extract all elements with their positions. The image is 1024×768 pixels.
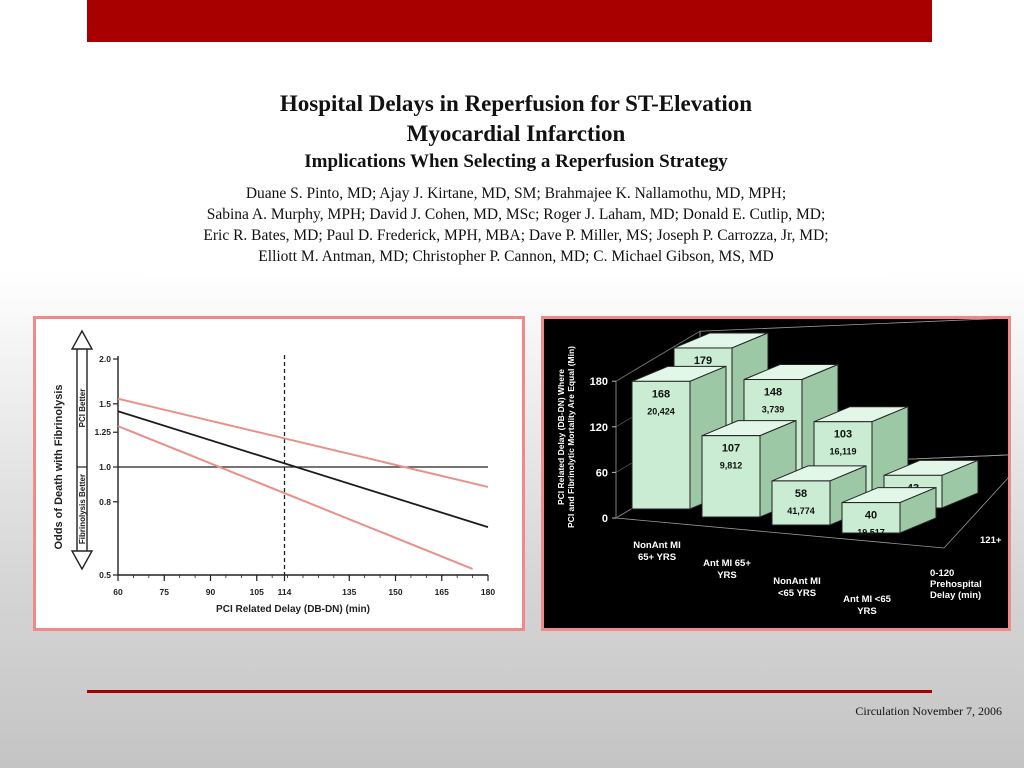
- depth-label: Prehospital: [930, 579, 982, 590]
- bar-value-label: 168: [652, 388, 670, 400]
- y-tick-label: 0.5: [99, 570, 111, 580]
- y-axis-label-line1: PCI Related Delay (DB-DN) Where: [556, 369, 566, 505]
- article-title-line1: Hospital Delays in Reperfusion for ST-El…: [279, 91, 753, 116]
- arrow-label-fibrinolysis-better: Fibrinolysis Better: [78, 474, 87, 544]
- x-tick-label: 114: [278, 587, 292, 597]
- y-tick-label: 1.0: [99, 462, 111, 472]
- category-label: Ant MI <65: [843, 594, 891, 605]
- depth-label: 0-120: [930, 568, 954, 579]
- bar3d-chart-panel: 0 60 120 180 PCI Related Delay (DB-DN) Where…: [541, 316, 1011, 631]
- bar-3d: 40 19,517: [841, 486, 937, 538]
- bar-value-label: 103: [834, 429, 852, 441]
- y-tick-label: 0: [602, 513, 608, 525]
- y-tick-label: 120: [590, 422, 608, 434]
- category-label: <65 YRS: [778, 588, 816, 599]
- bar-value-label: 107: [722, 443, 740, 455]
- bar-n-label: 16,119: [829, 447, 856, 457]
- bar-value-label: 58: [795, 488, 807, 500]
- bar-value-label: 40: [865, 510, 877, 522]
- y-tick-label: 2.0: [99, 354, 111, 364]
- category-label: YRS: [717, 570, 737, 581]
- y-tick-label: 60: [596, 467, 608, 479]
- equipoise-delay-bar-chart: 0 60 120 180 PCI Related Delay (DB-DN) Where…: [556, 319, 1008, 617]
- series-line-lower-ci: [117, 425, 473, 570]
- category-label: NonAnt MI: [633, 540, 681, 551]
- x-tick-label: 135: [342, 587, 356, 597]
- y-tick-label: 180: [590, 376, 608, 388]
- x-tick-label: 165: [435, 587, 449, 597]
- x-tick-label: 150: [388, 587, 402, 597]
- bar-front-face: [631, 380, 691, 510]
- bar-front-face: [841, 502, 901, 534]
- bar-n-label: 3,739: [762, 405, 785, 415]
- y-tick-label: 1.25: [94, 427, 111, 437]
- bar-n-label: 19,517: [857, 528, 885, 538]
- article-title-block: Hospital Delays in Reperfusion for ST-El…: [142, 78, 890, 278]
- author-line: Duane S. Pinto, MD; Ajay J. Kirtane, MD,…: [245, 185, 787, 202]
- bar-n-label: 9,812: [720, 461, 743, 471]
- y-gridline: [615, 330, 701, 382]
- article-title-line2: Myocardial Infarction: [406, 121, 626, 146]
- citation: Circulation November 7, 2006: [855, 704, 1002, 718]
- category-label: NonAnt MI: [773, 576, 821, 587]
- top-accent-bar: [87, 0, 932, 42]
- category-label: 65+ YRS: [638, 552, 676, 563]
- bottom-accent-rule: [87, 690, 932, 693]
- bar-front-face: [701, 435, 761, 518]
- down-arrow-head: [70, 550, 94, 571]
- bar-n-label: 20,424: [647, 406, 675, 416]
- y-tick-label: 1.5: [99, 399, 111, 409]
- depth-label: Delay (min): [930, 590, 981, 601]
- x-tick-label: 75: [160, 587, 170, 597]
- bar-value-label: 148: [764, 387, 782, 399]
- arrow-label-pci-better: PCI Better: [78, 389, 87, 428]
- up-arrow-head: [70, 329, 94, 350]
- author-line: Sabina A. Murphy, MPH; David J. Cohen, M…: [206, 206, 826, 223]
- x-axis-label: PCI Related Delay (DB-DN) (min): [216, 604, 370, 615]
- y-axis-label: Odds of Death with Fibrinolysis: [53, 384, 65, 549]
- x-tick-label: 60: [113, 587, 123, 597]
- author-line: Elliott M. Antman, MD; Christopher P. Ca…: [258, 248, 774, 265]
- bar-front-face: [771, 480, 831, 526]
- odds-ratio-line-chart: 0.5 0.8 1.0 1.25 1.5 2.0 60 75 90 105 114 135 150 165…: [53, 329, 495, 615]
- bar-3d: 107 9,812: [701, 419, 797, 518]
- x-tick-label: 105: [250, 587, 264, 597]
- series-line-estimate: [117, 410, 489, 528]
- article-subtitle: Implications When Selecting a Reperfusio…: [304, 151, 728, 172]
- y-tick-label: 0.8: [99, 497, 111, 507]
- x-tick-label: 180: [481, 587, 495, 597]
- bar-n-label: 41,774: [787, 506, 815, 516]
- category-label: Ant MI 65+: [703, 558, 751, 569]
- depth-label: 121+: [980, 535, 1002, 546]
- author-list: Duane S. Pinto, MD; Ajay J. Kirtane, MD,…: [142, 183, 890, 267]
- category-label: YRS: [857, 606, 877, 617]
- y-axis-label-line2: PCI and Fibrinolytic Mortality Are Equal…: [566, 346, 576, 528]
- bar-value-label: 179: [694, 355, 712, 367]
- x-tick-label: 90: [206, 587, 216, 597]
- author-line: Eric R. Bates, MD; Paul D. Frederick, MP…: [203, 227, 829, 244]
- odds-ratio-chart-panel: 0.5 0.8 1.0 1.25 1.5 2.0 60 75 90 105 114 135 150 165…: [33, 316, 525, 631]
- series-line-upper-ci: [117, 397, 489, 488]
